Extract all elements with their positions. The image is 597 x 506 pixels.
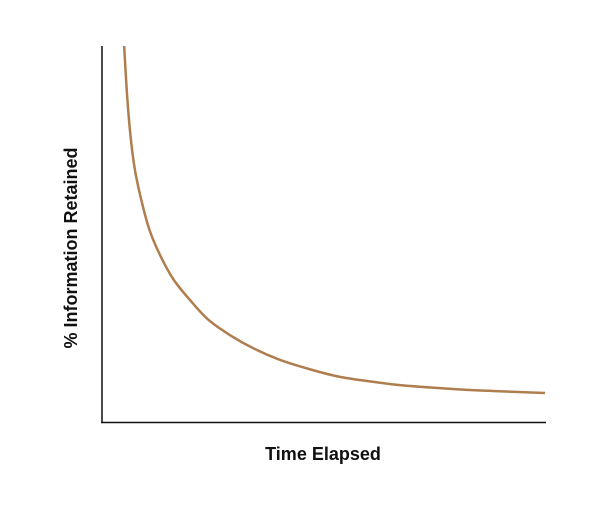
x-axis-label: Time Elapsed <box>265 444 381 464</box>
curve <box>122 45 546 395</box>
y-axis-label: % Information Retained <box>61 147 81 348</box>
